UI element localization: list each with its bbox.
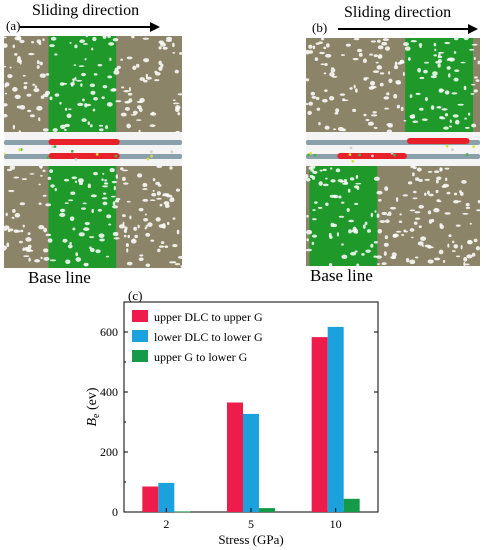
pore-texture [4, 36, 182, 268]
bar-5-1 [227, 402, 243, 512]
legend-label-3: upper G to lower G [154, 350, 248, 364]
bar-2-3 [174, 511, 191, 513]
y-axis-label: Be (ev) [85, 387, 102, 426]
upper-graphene-marked [48, 139, 120, 145]
panel-a-label: (a) [6, 18, 21, 33]
panel-b-label: (b) [312, 20, 328, 35]
panel-a-simulation-image [4, 36, 182, 268]
panel-b-direction-arrow [338, 24, 478, 34]
upper-marker-band [48, 36, 117, 132]
panel-b-simulation-image [306, 38, 480, 266]
x-tick-label-2: 2 [163, 517, 169, 531]
x-axis-label: Stress (GPa) [218, 532, 283, 547]
bar-5-3 [259, 508, 275, 512]
bar-2-1 [142, 486, 159, 512]
bar-5-2 [243, 413, 259, 512]
lower-graphene-marked [48, 153, 120, 159]
panel-b-base-line-label: Base line [310, 266, 373, 285]
panel-a-direction-arrow [20, 22, 160, 32]
chart-panel-label: (c) [128, 288, 142, 303]
x-tick-label-5: 5 [248, 517, 254, 531]
bar-10-3 [343, 498, 360, 512]
panel-a-base-line-label: Base line [28, 268, 91, 287]
bar-10-1 [311, 337, 328, 512]
interface-gap [4, 132, 182, 166]
panel-a-direction-label: Sliding direction [32, 2, 140, 19]
y-tick-label-200: 200 [100, 445, 118, 459]
legend-swatch-1 [132, 310, 148, 322]
y-tick-label-600: 600 [100, 325, 118, 339]
legend-swatch-3 [132, 350, 148, 362]
legend-swatch-2 [132, 330, 148, 342]
legend-label-1: upper DLC to upper G [154, 310, 263, 324]
interface-gap [306, 132, 480, 166]
legend-label-2: lower DLC to lower G [154, 330, 263, 344]
pore-texture [306, 38, 480, 266]
upper-graphene-marked [406, 138, 470, 144]
bar-2-2 [158, 482, 175, 512]
panel-b-direction-label: Sliding direction [344, 4, 452, 21]
bar-chart: (c) 0 200 400 600 2 5 10 Stress (GPa) Be (ev) uppe… [85, 288, 379, 547]
x-tick-label-10: 10 [330, 517, 342, 531]
y-tick-label-0: 0 [112, 505, 118, 519]
y-tick-label-400: 400 [100, 385, 118, 399]
upper-marker-band [405, 38, 474, 132]
bar-10-2 [327, 326, 344, 512]
